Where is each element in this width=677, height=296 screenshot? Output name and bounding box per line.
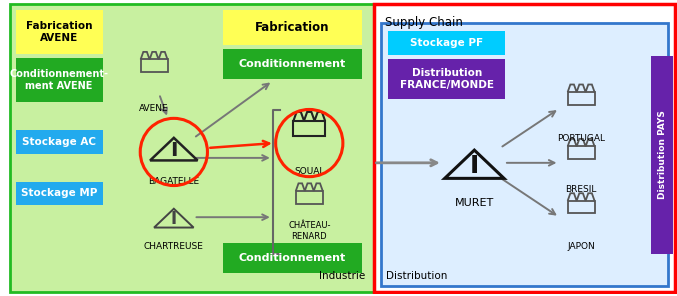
Text: Conditionnement: Conditionnement (239, 253, 346, 263)
FancyBboxPatch shape (389, 31, 505, 55)
FancyBboxPatch shape (651, 56, 673, 254)
FancyBboxPatch shape (389, 59, 505, 99)
Text: Fabrication
AVENE: Fabrication AVENE (26, 21, 93, 43)
Text: CHARTREUSE: CHARTREUSE (144, 242, 204, 251)
FancyBboxPatch shape (16, 182, 103, 205)
Text: Distribution PAYS: Distribution PAYS (657, 110, 667, 200)
Text: Fabrication: Fabrication (255, 21, 330, 34)
Text: I: I (170, 141, 177, 160)
Text: SOUAL: SOUAL (294, 167, 324, 176)
Text: BAGATELLE: BAGATELLE (148, 177, 200, 186)
FancyBboxPatch shape (9, 4, 374, 292)
Text: CHÂTEAU-
RENARD: CHÂTEAU- RENARD (288, 221, 330, 241)
FancyBboxPatch shape (16, 130, 103, 154)
FancyBboxPatch shape (16, 58, 103, 102)
FancyBboxPatch shape (223, 49, 362, 79)
Text: Conditionnement-
ment AVENE: Conditionnement- ment AVENE (9, 69, 109, 91)
Text: Distribution: Distribution (387, 271, 447, 281)
Text: I: I (171, 210, 177, 228)
FancyBboxPatch shape (223, 9, 362, 45)
Text: BRESIL: BRESIL (565, 185, 597, 194)
FancyBboxPatch shape (374, 4, 675, 292)
Text: Stockage MP: Stockage MP (21, 189, 97, 199)
Text: MURET: MURET (455, 198, 494, 208)
Text: Supply Chain: Supply Chain (385, 15, 463, 28)
Text: JAPON: JAPON (567, 242, 595, 251)
Text: Stockage AC: Stockage AC (22, 137, 96, 147)
Text: Conditionnement: Conditionnement (239, 59, 346, 69)
Text: Stockage PF: Stockage PF (410, 38, 483, 48)
Text: PORTUGAL: PORTUGAL (557, 133, 605, 143)
FancyBboxPatch shape (16, 9, 103, 54)
Text: AVENE: AVENE (139, 104, 169, 113)
Text: I: I (470, 154, 479, 178)
Text: Industrie: Industrie (320, 271, 366, 281)
FancyBboxPatch shape (381, 23, 668, 287)
FancyBboxPatch shape (223, 243, 362, 273)
Text: Distribution
FRANCE/MONDE: Distribution FRANCE/MONDE (399, 68, 494, 90)
